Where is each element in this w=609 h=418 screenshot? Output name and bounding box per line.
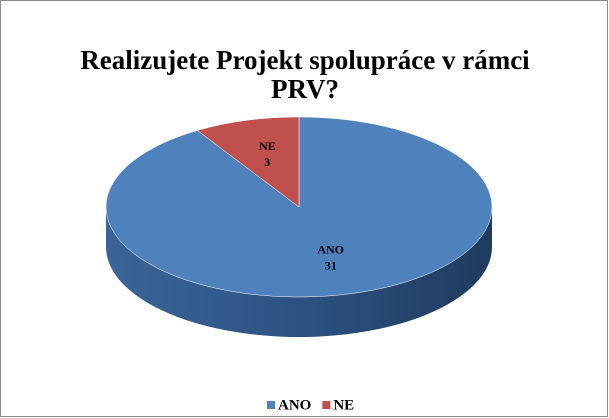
legend-swatch	[322, 401, 331, 409]
data-label-value: 3	[264, 155, 270, 169]
pie-side	[106, 207, 492, 337]
legend-label: ANO	[278, 397, 311, 413]
legend-label: NE	[333, 397, 354, 413]
legend-swatch	[267, 401, 275, 409]
pie-slice	[196, 116, 300, 208]
chart-title: Realizujete Projekt spolupráce v rámci P…	[80, 45, 530, 104]
data-label-name: NE	[259, 139, 276, 153]
data-label-value: 31	[325, 259, 337, 273]
data-label-name: ANO	[317, 243, 344, 257]
